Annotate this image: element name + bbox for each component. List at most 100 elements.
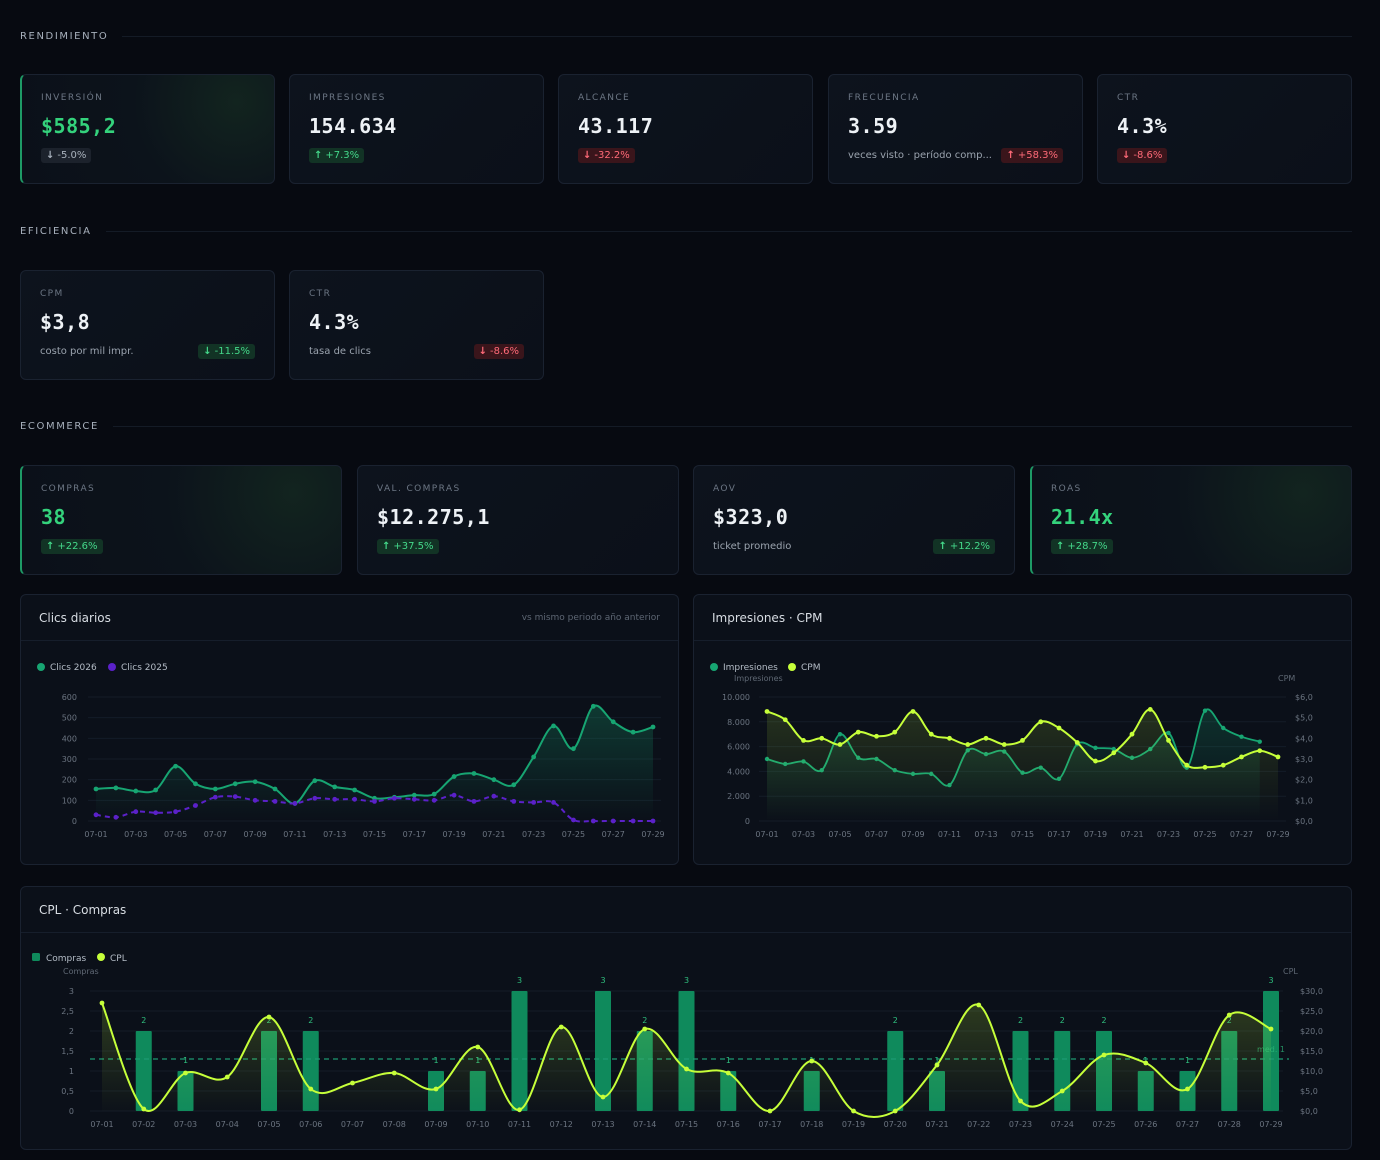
x-tick-label: 07-20 bbox=[884, 1120, 907, 1129]
y-tick-label: 2.000 bbox=[727, 792, 750, 801]
y-tick-label: 1 bbox=[69, 1067, 74, 1076]
section-title: EFICIENCIA bbox=[20, 225, 92, 237]
impresiones-chart-panel: Impresiones · CPM Impresiones CPM Impresio… bbox=[693, 594, 1352, 865]
data-point bbox=[1059, 1088, 1065, 1094]
y-tick-label: 200 bbox=[62, 776, 77, 785]
kpi-label: CTR bbox=[309, 289, 332, 299]
y2-tick-label: $30,0 bbox=[1300, 987, 1323, 996]
kpi-value: $323,0 bbox=[713, 505, 789, 529]
bar-data-label: 2 bbox=[1060, 1016, 1065, 1025]
arrow-up-icon: ↑ bbox=[314, 149, 323, 161]
x-tick-label: 07-11 bbox=[938, 830, 961, 839]
kpi-card: ROAS 21.4x ↑ +28.7% bbox=[1030, 465, 1352, 575]
data-point bbox=[352, 796, 358, 802]
y2-tick-label: $0,0 bbox=[1300, 1107, 1318, 1116]
data-point bbox=[252, 779, 258, 785]
x-tick-label: 07-22 bbox=[967, 1120, 990, 1129]
data-point bbox=[934, 1062, 940, 1068]
divider bbox=[105, 230, 1352, 232]
data-point bbox=[1001, 742, 1007, 747]
y-tick-label: 1,5 bbox=[61, 1047, 74, 1056]
y2-tick-label: $2,0 bbox=[1295, 776, 1313, 785]
x-tick-label: 07-07 bbox=[865, 830, 888, 839]
kpi-label: IMPRESIONES bbox=[309, 93, 386, 103]
data-point bbox=[1018, 1098, 1023, 1104]
data-point bbox=[272, 798, 278, 804]
data-point bbox=[610, 818, 616, 824]
data-point bbox=[266, 1014, 272, 1020]
kpi-label: AOV bbox=[713, 484, 737, 494]
y2-tick-label: $10,0 bbox=[1300, 1067, 1323, 1076]
delta-value: +12.2% bbox=[949, 540, 990, 552]
kpi-card: IMPRESIONES 154.634 ↑ +7.3% bbox=[289, 74, 544, 184]
data-point bbox=[1257, 739, 1262, 744]
delta-badge: ↑ +12.2% bbox=[933, 538, 995, 554]
legend-label: Compras bbox=[46, 954, 86, 964]
x-tick-label: 07-19 bbox=[442, 830, 465, 839]
delta-value: -8.6% bbox=[489, 345, 519, 357]
x-tick-label: 07-13 bbox=[591, 1120, 614, 1129]
x-tick-label: 07-25 bbox=[562, 830, 585, 839]
arrow-down-icon: ↓ bbox=[46, 149, 55, 161]
x-tick-label: 07-27 bbox=[1176, 1120, 1199, 1129]
bar-data-label: 1 bbox=[934, 1056, 939, 1065]
data-point bbox=[113, 785, 119, 791]
bar bbox=[135, 1031, 152, 1111]
kpi-footer: ticket promedio ↑ +12.2% bbox=[713, 537, 995, 555]
y2-tick-label: $6,0 bbox=[1295, 693, 1313, 702]
data-point bbox=[193, 781, 198, 787]
y-tick-label: 300 bbox=[62, 755, 77, 764]
data-point bbox=[1221, 725, 1226, 731]
arrow-down-icon: ↓ bbox=[1122, 149, 1131, 161]
data-point bbox=[1056, 725, 1062, 731]
x-tick-label: 07-10 bbox=[466, 1120, 489, 1129]
delta-value: +28.7% bbox=[1067, 540, 1108, 552]
x-tick-label: 07-26 bbox=[1134, 1120, 1157, 1129]
legend-marker bbox=[37, 663, 45, 671]
data-point bbox=[1268, 1026, 1274, 1032]
data-point bbox=[1093, 758, 1098, 764]
data-point bbox=[1166, 730, 1171, 736]
x-tick-label: 07-08 bbox=[383, 1120, 406, 1129]
data-point bbox=[551, 800, 556, 805]
x-tick-label: 07-21 bbox=[925, 1120, 948, 1129]
data-point bbox=[433, 1086, 439, 1092]
data-point bbox=[531, 754, 537, 760]
bar bbox=[887, 1031, 904, 1111]
data-point bbox=[600, 1094, 606, 1100]
y-axis-title: Compras bbox=[63, 967, 99, 976]
y2-tick-label: $5,0 bbox=[1300, 1087, 1318, 1096]
data-point bbox=[764, 709, 770, 714]
x-tick-label: 07-01 bbox=[84, 830, 107, 839]
y-tick-label: 8.000 bbox=[727, 718, 750, 727]
panel-header: CPL · Compras bbox=[21, 887, 1351, 933]
y-tick-label: 100 bbox=[62, 796, 77, 805]
data-point bbox=[1074, 740, 1080, 745]
panel-header: Impresiones · CPM bbox=[694, 595, 1351, 641]
data-point bbox=[517, 1107, 522, 1113]
data-point bbox=[173, 763, 178, 769]
data-point bbox=[232, 781, 238, 787]
legend-marker bbox=[108, 663, 116, 671]
section-header-eficiencia: EFICIENCIA bbox=[20, 224, 1352, 238]
kpi-label: ROAS bbox=[1051, 484, 1082, 494]
kpi-label: COMPRAS bbox=[41, 484, 96, 494]
y2-axis-title: CPM bbox=[1278, 674, 1295, 683]
data-point bbox=[590, 703, 596, 709]
data-point bbox=[837, 742, 843, 747]
bar-data-label: 1 bbox=[433, 1056, 438, 1065]
y-tick-label: 0 bbox=[72, 817, 77, 826]
data-point bbox=[391, 795, 397, 801]
data-point bbox=[910, 709, 916, 714]
data-point bbox=[1202, 708, 1208, 713]
divider bbox=[122, 35, 1352, 37]
data-point bbox=[491, 777, 497, 783]
y-tick-label: 600 bbox=[62, 693, 77, 702]
x-tick-label: 07-13 bbox=[323, 830, 346, 839]
data-point bbox=[93, 812, 99, 818]
bar-data-label: 2 bbox=[308, 1016, 313, 1025]
data-point bbox=[193, 803, 198, 808]
y2-tick-label: $3,0 bbox=[1295, 755, 1313, 764]
x-tick-label: 07-28 bbox=[1218, 1120, 1241, 1129]
data-point bbox=[272, 786, 278, 792]
